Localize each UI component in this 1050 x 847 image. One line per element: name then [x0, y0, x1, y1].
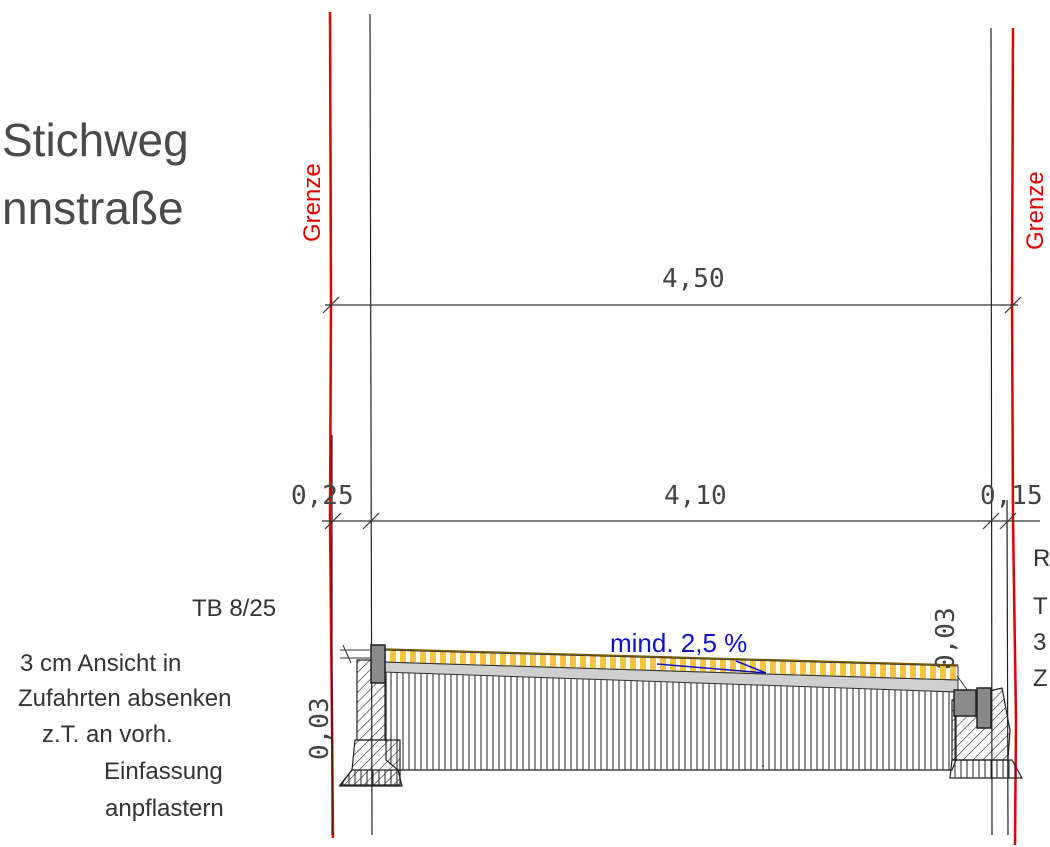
left-height-tick: [342, 644, 352, 664]
left-note-line-5: anpflastern: [105, 795, 224, 822]
right-height-dimension-value: 0,03: [931, 607, 961, 670]
carriageway-dimension-value: 4,10: [664, 481, 727, 511]
slope-label: mind. 2,5 %: [610, 628, 747, 658]
partial-tick-3: [982, 512, 1000, 530]
right-boundary-line: [1010, 27, 1018, 846]
right-gutter-stone: [953, 689, 977, 717]
curb-type-label: TB 8/25: [192, 595, 276, 622]
right-note-line-2: T: [1033, 593, 1048, 620]
partial-tick-1: [324, 512, 342, 530]
slope-arrow-line: [656, 663, 767, 674]
right-note-line-4: Z: [1033, 665, 1048, 692]
left-note-line-1: 3 cm Ansicht in: [20, 650, 181, 677]
road-surface-top-line: [382, 648, 959, 666]
left-boundary-label: Grenze: [299, 163, 326, 242]
left-height-dimension-value: 0,03: [305, 697, 335, 760]
partial-tick-2: [362, 512, 380, 530]
reference-dot: [762, 765, 764, 767]
left-note-line-2: Zufahrten absenken: [18, 685, 231, 712]
slope-arrow-head: [735, 660, 767, 674]
total-dimension-tick-right: [1004, 296, 1022, 314]
right-footing: [949, 759, 1024, 779]
left-curb-stone: [370, 644, 386, 684]
right-edge-dimension-value: 0,15: [980, 481, 1043, 511]
total-dimension-value: 4,50: [662, 264, 725, 294]
right-note-line-3: 3: [1033, 629, 1046, 656]
right-extension-line-outer: [1006, 499, 1009, 836]
title-line-1: Stichweg: [2, 114, 189, 166]
right-curb-stone: [976, 687, 992, 729]
total-dimension-tick-left: [322, 296, 340, 314]
left-note-line-4: Einfassung: [104, 758, 223, 785]
left-note-line-3: z.T. an vorh.: [42, 721, 173, 748]
right-note-line-1: R: [1033, 545, 1050, 572]
partial-tick-4: [999, 512, 1017, 530]
right-boundary-label: Grenze: [1022, 171, 1049, 250]
title-line-2: nnstraße: [2, 182, 184, 234]
left-edge-dimension-value: 0,25: [291, 481, 354, 511]
left-footing: [338, 769, 403, 787]
